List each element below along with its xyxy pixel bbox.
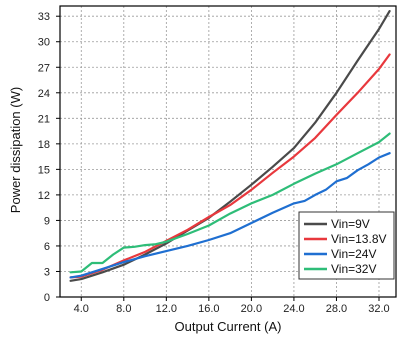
legend-label-vin-24v: Vin=24V [331, 247, 377, 261]
x-tick-label: 24.0 [283, 303, 304, 315]
series-line-vin-24v [69, 152, 391, 279]
series-line-vin-9v [69, 10, 391, 282]
y-tick-label: 27 [38, 62, 50, 74]
y-tick-label: 0 [44, 292, 50, 304]
series-lines [69, 10, 391, 282]
axis-ticks: 4.0 8.0 12.0 16.0 20.0 24.0 28.0 32.0 0 3 6 9 12 15 18… [38, 11, 390, 315]
y-tick-label: 6 [44, 241, 50, 253]
x-tick-label: 4.0 [74, 303, 89, 315]
x-tick-label: 28.0 [326, 303, 347, 315]
x-tick-label: 12.0 [156, 303, 177, 315]
y-tick-label: 3 [44, 266, 50, 278]
y-tick-label: 33 [38, 11, 50, 23]
y-tick-label: 21 [38, 113, 50, 125]
y-tick-label: 30 [38, 37, 50, 49]
series-line-vin-32v [69, 132, 391, 274]
grid [60, 6, 396, 297]
legend-label-vin-9v: Vin=9V [331, 217, 370, 231]
legend-label-vin-32v: Vin=32V [331, 262, 377, 276]
plot-area-frame [59, 5, 397, 298]
x-tick-label: 32.0 [368, 303, 389, 315]
y-tick-label: 9 [44, 215, 50, 227]
x-tick-label: 8.0 [116, 303, 131, 315]
x-tick-label: 16.0 [198, 303, 219, 315]
y-axis-title: Power dissipation (W) [8, 87, 23, 213]
legend-label-vin-13-8v: Vin=13.8V [331, 232, 387, 246]
y-tick-label: 15 [38, 164, 50, 176]
x-axis-title: Output Current (A) [175, 319, 282, 334]
y-tick-label: 12 [38, 190, 50, 202]
y-tick-label: 18 [38, 139, 50, 151]
x-tick-label: 20.0 [241, 303, 262, 315]
y-tick-label: 24 [38, 88, 50, 100]
